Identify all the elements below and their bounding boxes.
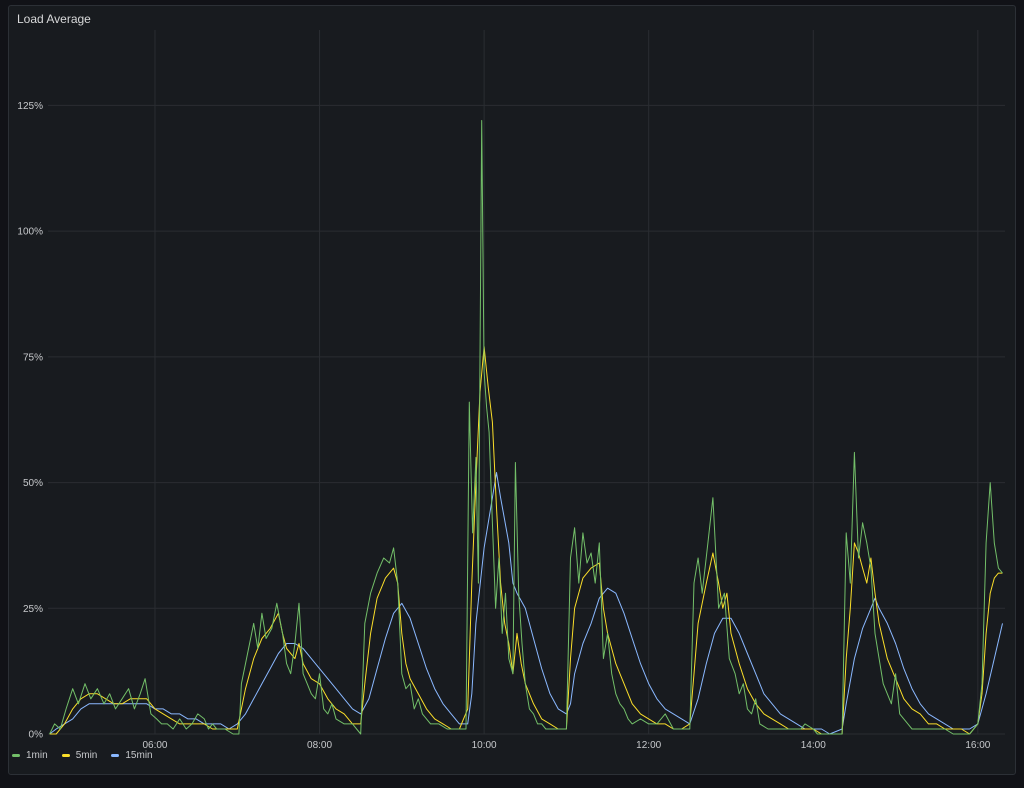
legend-label: 1min (26, 750, 48, 761)
series-lines (49, 120, 1003, 735)
legend-item-15min[interactable]: 15min (111, 750, 153, 761)
legend-swatch-icon (12, 754, 20, 757)
x-tick-label: 12:00 (636, 740, 661, 751)
x-tick-label: 10:00 (472, 740, 497, 751)
load-average-panel: Load Average (8, 5, 1016, 775)
y-tick-label: 25% (23, 604, 43, 615)
legend-item-1min[interactable]: 1min (12, 750, 48, 761)
legend-swatch-icon (61, 754, 70, 757)
series-line-5min[interactable] (49, 346, 1003, 735)
legend: 1min 5min 15min (12, 750, 153, 761)
y-axis-ticks: 0% 25% 50% 75% 100% 125% (17, 101, 43, 741)
panel-title[interactable]: Load Average (17, 12, 91, 26)
x-tick-label: 14:00 (801, 740, 826, 751)
legend-item-5min[interactable]: 5min (61, 750, 98, 761)
legend-swatch-icon (111, 754, 120, 757)
x-tick-label: 06:00 (142, 740, 167, 751)
series-line-1min[interactable] (49, 120, 1003, 735)
series-line-15min[interactable] (49, 472, 1003, 735)
legend-label: 5min (75, 750, 98, 761)
x-tick-label: 08:00 (307, 740, 332, 751)
y-tick-label: 0% (29, 730, 44, 741)
x-tick-label: 16:00 (965, 740, 990, 751)
y-tick-label: 50% (23, 478, 43, 489)
y-tick-label: 75% (23, 352, 43, 363)
y-tick-label: 100% (17, 227, 43, 238)
x-axis-ticks: 06:00 08:00 10:00 12:00 14:00 16:00 (142, 740, 990, 751)
legend-label: 15min (125, 750, 153, 761)
y-tick-label: 125% (17, 101, 43, 112)
grid (48, 30, 1005, 735)
